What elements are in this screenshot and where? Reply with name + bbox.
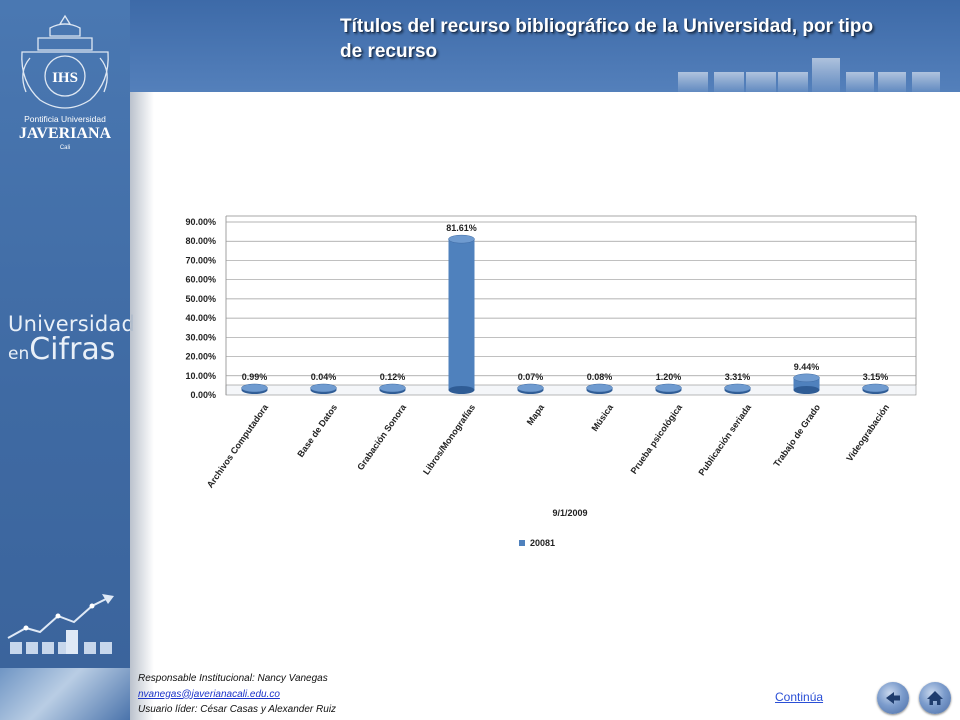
y-tick-label: 50.00%: [185, 294, 216, 304]
page-title: Títulos del recurso bibliográfico de la …: [340, 16, 874, 62]
x-category-label: Música: [589, 402, 615, 434]
brand-line2-big: Cifras: [29, 332, 116, 367]
home-button[interactable]: [919, 682, 951, 714]
bar-top: [793, 373, 820, 383]
y-tick-label: 60.00%: [185, 275, 216, 285]
y-tick-label: 80.00%: [185, 236, 216, 246]
legend-swatch: [519, 540, 525, 546]
x-category-label: Videograbación: [844, 402, 891, 463]
data-label: 0.99%: [242, 372, 268, 382]
header-decor-bar: [878, 72, 906, 92]
bar-top: [586, 383, 613, 393]
header-decor-bar: [746, 72, 776, 92]
university-crest-logo: IHS Pontificia Universidad JAVERIANA Cal…: [19, 14, 112, 151]
brand-line2: enCifras: [8, 332, 130, 367]
bar-top: [379, 383, 406, 393]
data-label: 0.12%: [380, 372, 406, 382]
bar-top: [241, 383, 268, 393]
header-decor-bar: [812, 58, 840, 92]
bar-top: [724, 383, 751, 393]
bar-bottom: [448, 386, 475, 394]
header-banner: Títulos del recurso bibliográfico de la …: [130, 0, 960, 92]
bar: [448, 239, 475, 390]
header-decor-bar: [912, 72, 940, 92]
email-link[interactable]: nvanegas@javerianacali.edu.co: [138, 688, 280, 700]
crest-name-line1: Pontificia Universidad: [24, 114, 106, 124]
y-tick-label: 70.00%: [185, 255, 216, 265]
y-tick-label: 30.00%: [185, 332, 216, 342]
data-label: 0.08%: [587, 372, 613, 382]
x-category-label: Archivos Computadora: [205, 402, 271, 490]
data-label: 3.31%: [725, 372, 751, 382]
header-decor-bar: [846, 72, 874, 92]
bar-top: [310, 383, 337, 393]
universidad-en-cifras-brand: Universidad enCifras: [8, 312, 136, 367]
x-category-label: Trabajo de Grado: [771, 402, 822, 469]
bar-bottom: [793, 386, 820, 394]
header-decor-bar: [678, 72, 708, 92]
bar-top: [655, 383, 682, 393]
growth-chart-graphic: [7, 594, 114, 654]
bar-top: [448, 234, 475, 244]
data-label: 3.15%: [863, 372, 889, 382]
sidebar: IHS Pontificia Universidad JAVERIANA Cal…: [0, 0, 136, 720]
sidebar-bottom-decoration: [0, 668, 130, 720]
continue-link[interactable]: Continúa: [775, 690, 824, 704]
y-tick-label: 20.00%: [185, 352, 216, 362]
brand-line2-small: en: [8, 344, 30, 364]
crest-monogram: IHS: [52, 70, 78, 86]
bar-chart: 0.00% 10.00% 20.00% 30.00% 40.00% 50.00% 60.00…: [185, 215, 917, 548]
brand-line1: Universidad: [8, 312, 136, 336]
bar-top: [517, 383, 544, 393]
y-tick-label: 90.00%: [185, 217, 216, 227]
crest-name-line2: JAVERIANA: [19, 125, 112, 142]
x-category-label: Libros/Monografías: [421, 402, 477, 476]
data-label: 81.61%: [446, 223, 477, 233]
header-decor-bar: [714, 72, 744, 92]
crest-name-line3: Cali: [60, 145, 70, 151]
x-category-label: Publicación seriada: [696, 402, 753, 478]
sidebar-shadow: [130, 90, 154, 720]
data-label: 1.20%: [656, 372, 682, 382]
bar-top: [862, 383, 889, 393]
responsable-text: Responsable Institucional: Nancy Vanegas: [138, 673, 328, 684]
y-tick-label: 10.00%: [185, 371, 216, 381]
x-category-label: Prueba psicológica: [629, 402, 685, 476]
back-button[interactable]: [877, 682, 909, 714]
data-label: 9.44%: [794, 362, 820, 372]
y-tick-label: 0.00%: [190, 390, 216, 400]
x-category-label: Mapa: [525, 402, 547, 427]
data-label: 0.07%: [518, 372, 544, 382]
x-axis-title: 9/1/2009: [552, 508, 587, 518]
home-icon: [927, 691, 943, 705]
header-decor-bar: [778, 72, 808, 92]
footer-credits: Responsable Institucional: Nancy Vanegas…: [138, 671, 336, 718]
data-label: 0.04%: [311, 372, 337, 382]
back-arrow-icon: [886, 692, 900, 704]
y-tick-label: 40.00%: [185, 313, 216, 323]
legend-label: 20081: [530, 538, 555, 548]
x-category-label: Base de Datos: [295, 402, 339, 459]
x-category-label: Grabación Sonora: [355, 402, 409, 472]
usuario-lider-text: Usuario líder: César Casas y Alexander R…: [138, 704, 337, 715]
